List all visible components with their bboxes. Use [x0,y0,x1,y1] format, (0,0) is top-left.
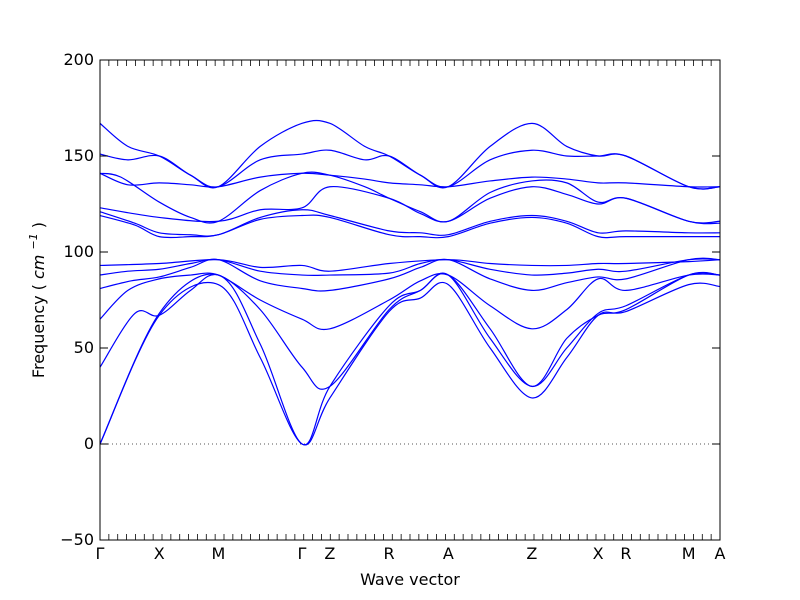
x-tick-label: Γ [298,544,307,563]
y-tick-label: 150 [63,146,94,165]
dispersion-branch-14 [99,119,721,190]
x-axis-label: Wave vector [360,570,460,589]
dispersion-branch-1 [99,282,721,446]
x-tick-label: R [620,544,631,563]
x-tick-label: X [593,544,604,563]
x-tick-label: Γ [96,544,105,563]
dispersion-branch-6 [99,258,721,277]
y-axis-label-text: Frequency [29,295,48,378]
x-tick-label: Z [324,544,335,563]
dispersion-branch-4 [99,272,721,331]
y-tick-label: 50 [74,338,94,357]
x-tick-label: R [384,544,395,563]
dispersion-branch-7 [99,259,721,272]
y-axis-label-exponent: −1 [27,233,40,249]
dispersion-branch-5 [99,257,721,292]
x-tick-label: Z [526,544,537,563]
dispersion-branch-3 [99,271,721,390]
y-tick-label: −50 [60,530,94,549]
y-tick-label: 200 [63,50,94,69]
y-tick-labels: −50 0 50 100 150 200 [60,50,94,549]
y-axis-label-unit: cm [29,255,48,279]
y-tick-label: 0 [84,434,94,453]
y-axis-label-open: ( [29,284,48,290]
y-axis-label-close: ) [29,222,48,228]
dispersion-branch-12 [99,172,721,188]
y-tick-label: 100 [63,242,94,261]
x-tick-label: A [715,544,726,563]
dispersion-branch-11 [99,171,721,224]
y-axis-label: Frequency ( cm −1 ) [22,222,48,378]
x-tick-label: M [682,544,696,563]
dispersion-branch-8 [99,214,720,239]
dispersion-branch-9 [99,209,721,237]
x-tick-label: M [212,544,226,563]
plot-area [99,59,721,541]
x-tick-label: X [154,544,165,563]
x-tick-label: A [443,544,454,563]
